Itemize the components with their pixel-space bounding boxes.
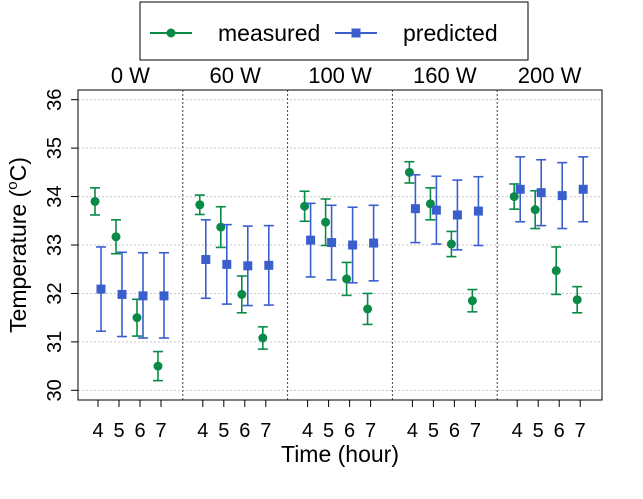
x-tick-label: 4: [92, 420, 103, 442]
y-tick-label: 30: [44, 379, 66, 401]
panel-label: 100 W: [308, 63, 372, 88]
data-point: [557, 191, 567, 201]
x-tick-label: 5: [113, 420, 124, 442]
data-point: [132, 313, 142, 323]
x-tick-label: 5: [323, 420, 334, 442]
y-tick-label: 36: [44, 89, 66, 111]
data-point: [243, 261, 253, 271]
x-tick-label: 5: [428, 420, 439, 442]
data-point: [117, 289, 127, 299]
data-point: [306, 235, 316, 245]
data-point: [348, 240, 358, 250]
data-point: [264, 260, 274, 270]
grid-lines: [78, 99, 602, 391]
series-predicted: [96, 156, 589, 339]
data-point: [515, 184, 525, 194]
data-point: [467, 296, 477, 306]
data-point: [195, 200, 205, 210]
legend-item-predicted: predicted: [335, 20, 498, 46]
data-point: [237, 289, 247, 299]
legend-box: [139, 1, 529, 61]
legend-item-measured: measured: [150, 20, 320, 46]
legend-marker: [351, 28, 361, 38]
data-point: [111, 232, 121, 242]
data-point: [159, 291, 169, 301]
data-point: [201, 255, 211, 265]
y-axis-title-main: Temperature (: [5, 189, 31, 333]
x-tick-label: 5: [218, 420, 229, 442]
x-tick-label: 6: [554, 420, 565, 442]
legend-marker: [166, 28, 176, 38]
data-point: [342, 274, 352, 284]
y-tick-label: 33: [44, 234, 66, 256]
y-axis-title-unit: C): [5, 157, 31, 181]
panel-labels: 0 W 60 W 100 W 160 W 200 W: [111, 63, 582, 88]
data-point: [327, 238, 337, 248]
y-axis-title-sup: o: [4, 181, 21, 189]
y-tick-label: 31: [44, 331, 66, 353]
x-tick-label: 7: [260, 420, 271, 442]
x-axis-title: Time (hour): [281, 441, 399, 467]
legend-label: predicted: [403, 20, 498, 46]
data-point: [446, 239, 456, 249]
data-point: [222, 259, 232, 269]
y-tick-label: 32: [44, 282, 66, 304]
x-tick-label: 6: [239, 420, 250, 442]
data-point: [536, 188, 546, 198]
data-point: [153, 361, 163, 371]
data-point: [530, 205, 540, 215]
x-tick-label: 6: [344, 420, 355, 442]
data-series: [90, 156, 589, 382]
y-tick-label: 34: [44, 185, 66, 207]
data-point: [551, 266, 561, 276]
x-tick-label: 7: [365, 420, 376, 442]
x-tick-label: 7: [155, 420, 166, 442]
data-point: [96, 284, 106, 294]
data-point: [473, 206, 483, 216]
data-point: [572, 295, 582, 305]
x-tick-label: 4: [197, 420, 208, 442]
x-tick-label: 6: [449, 420, 460, 442]
data-point: [321, 217, 331, 227]
x-tick-label: 5: [533, 420, 544, 442]
panel-label: 160 W: [413, 63, 477, 88]
data-point: [509, 192, 519, 202]
data-point: [431, 205, 441, 215]
legend-label: measured: [218, 20, 320, 46]
data-point: [410, 204, 420, 214]
y-axis-title: Temperature (oC): [4, 157, 31, 333]
data-point: [452, 210, 462, 220]
x-tick-label: 4: [512, 420, 523, 442]
data-point: [363, 304, 373, 314]
panel-label: 60 W: [210, 63, 262, 88]
data-point: [369, 238, 379, 248]
data-point: [258, 333, 268, 343]
legend-items: measured predicted: [150, 20, 498, 46]
data-point: [138, 291, 148, 301]
x-tick-label: 6: [134, 420, 145, 442]
x-tick-label: 7: [470, 420, 481, 442]
x-tick-label: 7: [575, 420, 586, 442]
x-tick-label: 4: [407, 420, 418, 442]
x-tick-label: 4: [302, 420, 313, 442]
panel-label: 200 W: [518, 63, 582, 88]
y-tick-label: 35: [44, 137, 66, 159]
data-point: [90, 196, 100, 206]
data-point: [578, 184, 588, 194]
series-measured: [90, 160, 583, 382]
legend: measured predicted: [139, 1, 529, 61]
panel-label: 0 W: [111, 63, 150, 88]
